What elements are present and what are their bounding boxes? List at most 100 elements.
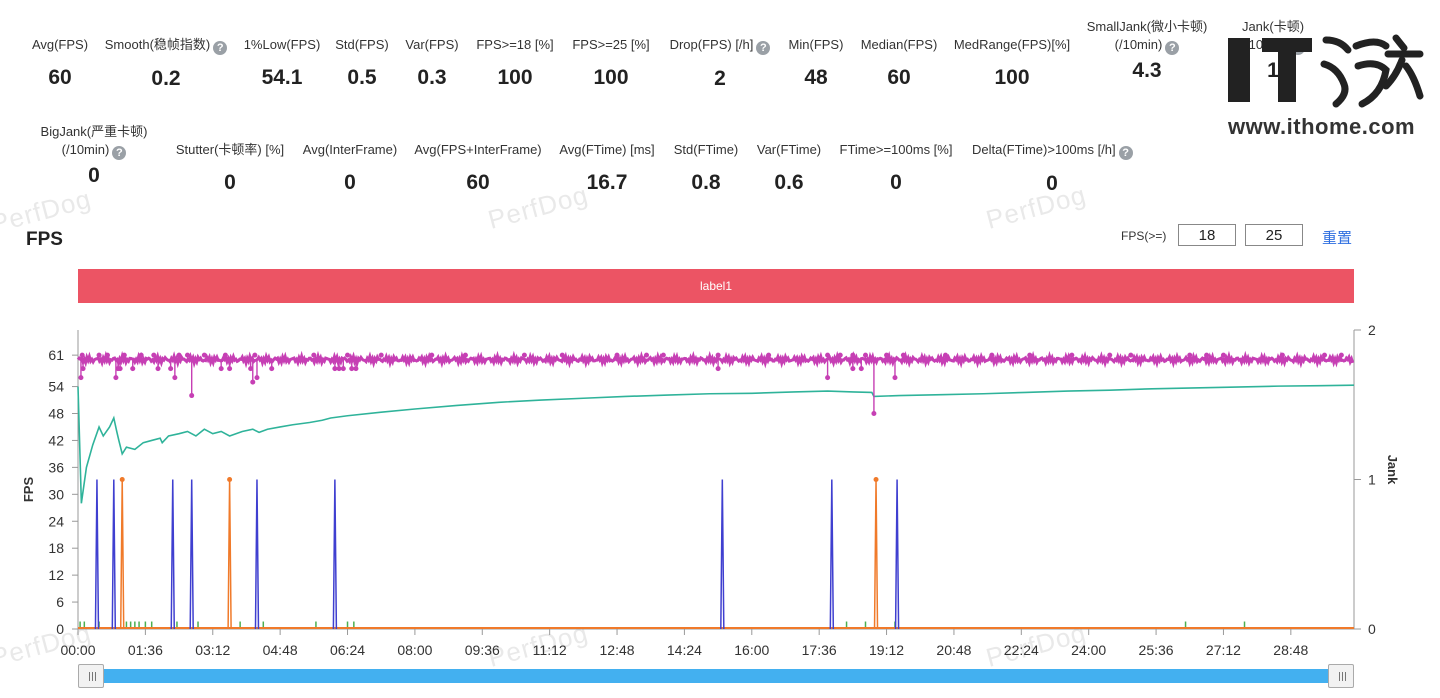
stat-label: FTime>=100ms [%] (839, 142, 953, 157)
fps-dip-point (80, 366, 86, 372)
stat-value: 0.5 (347, 66, 377, 89)
fps-dip-point (78, 375, 84, 381)
x-tick-label: 14:24 (667, 642, 702, 658)
jank-mark (170, 479, 176, 630)
stat-0: BigJank(严重卡顿) (/10min)? 0 (14, 123, 174, 188)
fps-threshold-1-input[interactable] (1178, 224, 1236, 246)
x-tick-label: 08:00 (397, 642, 432, 658)
help-icon[interactable]: ? (112, 146, 127, 160)
stat-label-unit: (/10min)? (1067, 36, 1227, 55)
jank-mark (829, 479, 835, 630)
bigjank-point (119, 477, 125, 482)
help-icon[interactable]: ? (1165, 41, 1180, 55)
bigjank-mark (119, 479, 125, 630)
fps-dip-point (332, 366, 338, 372)
fps-threshold-label: FPS(>=) (1121, 229, 1167, 243)
fps-dip-point (254, 375, 260, 381)
help-icon[interactable]: ? (1118, 146, 1133, 160)
fps-point (79, 352, 85, 358)
fps-point (850, 352, 856, 358)
x-tick-label: 11:12 (533, 642, 567, 658)
stat-4: Avg(FTime) [ms] 16.7 (527, 141, 687, 195)
stat-2: 1%Low(FPS) 54.1 (202, 36, 362, 90)
y2-axis-label: Jank (1385, 455, 1400, 485)
y-tick-label: 36 (48, 459, 64, 475)
stat-value: 60 (466, 171, 490, 194)
y-axis-label: FPS (21, 477, 36, 503)
jank-mark (332, 479, 338, 630)
stat-8: Delta(FTime)>100ms [/h]? 0 (972, 141, 1133, 196)
fps-point (201, 352, 207, 358)
stat-label: Avg(FPS) (31, 37, 89, 52)
stat-7: Drop(FPS) [/h]? 2 (640, 36, 800, 91)
fps-point (176, 352, 182, 358)
stat-2: Avg(InterFrame) 0 (270, 141, 430, 195)
x-tick-label: 27:12 (1206, 642, 1241, 658)
fps-point (1027, 352, 1033, 358)
stat-label: Jank(卡顿) (1241, 19, 1305, 34)
stat-value: 0 (344, 171, 356, 194)
fps-dip-point (189, 393, 195, 399)
stat-label: Smooth(稳帧指数)? (86, 36, 246, 55)
stat-value: 4.3 (1132, 59, 1162, 82)
stat-label: BigJank(严重卡顿) (40, 124, 148, 139)
stat-value: 0.2 (151, 67, 181, 90)
stat-value: 0 (1046, 172, 1058, 195)
stat-0: Avg(FPS) 60 (0, 36, 140, 90)
fps-threshold-2-input[interactable] (1245, 224, 1303, 246)
reset-button[interactable]: 重置 (1322, 230, 1353, 247)
label-bar[interactable]: label1 (78, 269, 1354, 303)
stat-value: 1 (1267, 59, 1279, 82)
help-icon[interactable]: ? (213, 41, 228, 55)
y-tick-label: 61 (48, 347, 64, 363)
fps-dip-point (871, 411, 877, 417)
fps-point (151, 352, 157, 358)
fps-point (311, 352, 317, 358)
scroll-handle-right[interactable] (1328, 664, 1354, 688)
fps-point (660, 352, 666, 358)
time-range-scrollbar[interactable] (78, 664, 1354, 688)
stat-8: Min(FPS) 48 (736, 36, 896, 90)
fps-point (121, 352, 127, 358)
stat-label: FPS>=25 [%] (572, 37, 650, 52)
fps-point (462, 352, 468, 358)
fps-point (1322, 352, 1328, 358)
fps-dip-point (353, 366, 359, 372)
stat-value: 0 (224, 171, 236, 194)
stat-value: 100 (593, 66, 629, 89)
fps-point (862, 352, 868, 358)
fps-point (345, 352, 351, 358)
fps-dip-point (892, 375, 898, 381)
scroll-handle-left[interactable] (78, 664, 104, 688)
stat-10: MedRange(FPS)[%] 100 (932, 36, 1092, 90)
fps-dip-point (117, 366, 123, 372)
fps-dip-point (715, 366, 721, 372)
fps-point (715, 352, 721, 358)
fps-point (104, 352, 110, 358)
y-tick-label: 42 (48, 432, 64, 448)
fps-point (989, 352, 995, 358)
y2-tick-label: 2 (1368, 322, 1376, 338)
fps-dip-point (130, 366, 136, 372)
stat-value: 60 (887, 66, 911, 89)
stat-value: 0.3 (417, 66, 447, 89)
stat-value: 0.6 (774, 171, 804, 194)
y-tick-label: 24 (48, 513, 64, 529)
jank-mark (111, 479, 117, 630)
stat-label: Var(FTime) (756, 142, 822, 157)
fps-point (1338, 352, 1344, 358)
fps-point (96, 352, 102, 358)
chart-title: FPS (26, 229, 63, 250)
ithome-url: www.ithome.com (1228, 114, 1416, 139)
y-tick-label: 18 (48, 540, 64, 556)
scroll-range-track[interactable] (78, 669, 1354, 683)
stat-label: 1%Low(FPS) (243, 37, 321, 52)
fps-dip-point (858, 366, 864, 372)
y-tick-label: 0 (56, 621, 64, 637)
bigjank-mark (227, 479, 232, 630)
fps-point (614, 352, 620, 358)
help-icon[interactable]: ? (756, 41, 771, 55)
stat-value: 16.7 (586, 171, 628, 194)
x-tick-label: 01:36 (128, 642, 163, 658)
